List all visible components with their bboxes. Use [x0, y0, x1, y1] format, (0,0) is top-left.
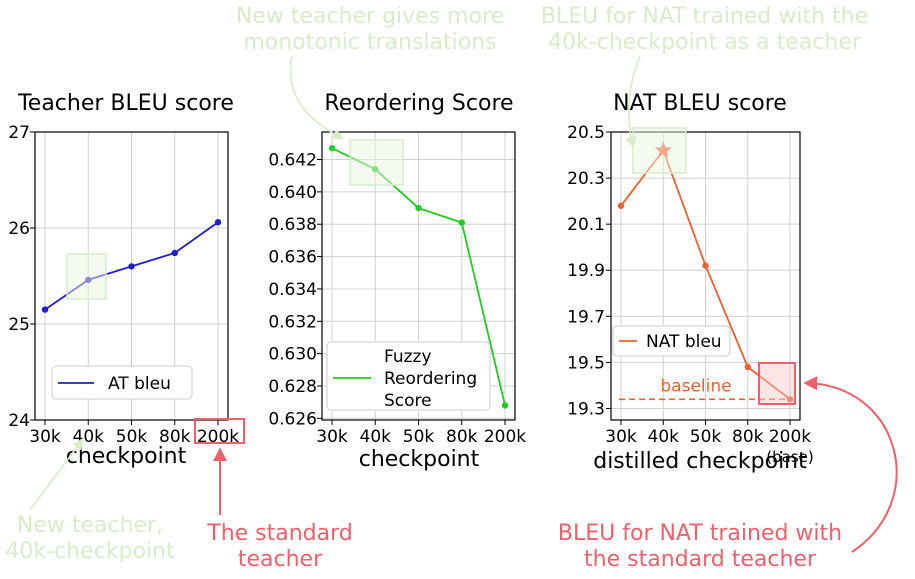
arrow-nat-standard — [803, 376, 898, 553]
highlight-40k-teacher — [66, 253, 107, 300]
x-axis-label: checkpoint — [359, 447, 480, 472]
legend-label: NAT bleu — [646, 332, 722, 352]
legend-box — [51, 365, 193, 400]
legend-box — [326, 341, 491, 411]
data-point — [458, 219, 465, 226]
x-tick-label: 40k — [648, 427, 680, 447]
y-tick-label: 19.7 — [567, 307, 605, 327]
y-tick-label: 0.638 — [268, 215, 317, 235]
x-tick-sublabel: (base) — [766, 448, 813, 466]
x-axis-label: distilled checkpoint — [593, 449, 807, 474]
x-tick-label: 30k — [316, 427, 348, 447]
y-tick-label: 19.3 — [567, 399, 605, 419]
data-point — [786, 396, 794, 403]
annotation-standard-teacher: The standard teacher — [207, 521, 353, 572]
chart-title: NAT BLEU score — [613, 91, 787, 116]
y-tick-label: 20.3 — [567, 169, 605, 189]
baseline-label: baseline — [660, 376, 731, 396]
x-tick-label: 200k — [484, 427, 526, 447]
x-tick-label: 80k — [159, 427, 191, 447]
legend-label: Fuzzy — [384, 347, 432, 367]
data-point — [744, 363, 751, 371]
chart-3: 30k 40k 50k 80k 200k(base) 19.3 19.5 19.7 19.9 20… — [567, 91, 814, 474]
data-point — [41, 306, 49, 313]
y-tick-label: 0.630 — [268, 345, 317, 365]
y-tick-label: 20.5 — [567, 123, 605, 143]
highlight-200k-teacher — [194, 418, 245, 444]
data-point — [617, 202, 625, 209]
y-tick-label: 19.5 — [567, 353, 605, 373]
data-point — [501, 402, 509, 409]
x-tick-label: 50k — [690, 427, 722, 447]
legend-label: AT bleu — [108, 374, 171, 394]
x-tick-label: 30k — [29, 427, 61, 447]
data-point — [128, 263, 135, 270]
x-tick-label: 50k — [403, 427, 435, 447]
data-point — [171, 249, 178, 257]
data-point — [328, 144, 336, 152]
y-tick-label: 0.628 — [268, 377, 317, 397]
data-point — [702, 262, 709, 269]
legend-label: Reordering — [384, 369, 477, 389]
arrow-monotonic — [289, 55, 345, 140]
highlight-40k-reordering — [349, 139, 404, 186]
x-tick-label: 50k — [116, 427, 148, 447]
y-tick-label: 0.634 — [268, 280, 317, 300]
highlight-40k-nat — [632, 127, 687, 174]
highlight-200k-nat — [758, 362, 796, 405]
data-point — [214, 219, 222, 226]
legend-label: Score — [384, 391, 432, 411]
y-tick-label: 25 — [8, 315, 30, 335]
y-tick-label: 24 — [8, 411, 30, 431]
y-tick-label: 20.1 — [567, 215, 605, 235]
chart-2: 30k 40k 50k 80k 200k 0.626 0.628 0.630 0.632 0.63… — [268, 91, 526, 472]
chart-title: Teacher BLEU score — [17, 91, 234, 116]
y-tick-label: 0.632 — [268, 312, 317, 332]
annotation-nat-standard: BLEU for NAT trained with the standard t… — [557, 521, 843, 572]
x-tick-label: 80k — [446, 427, 478, 447]
arrow-nat-40k — [625, 55, 641, 149]
data-point — [415, 204, 422, 212]
y-tick-label: 0.642 — [268, 151, 317, 171]
x-tick-label: 80k — [732, 427, 764, 447]
arrow-new-teacher — [29, 438, 84, 511]
x-tick-label: 40k — [360, 427, 392, 447]
x-tick-label: 200k — [769, 427, 811, 447]
y-tick-label: 0.636 — [268, 248, 317, 268]
annotation-monotonic: New teacher gives more monotonic transla… — [235, 4, 505, 55]
legend-box — [612, 325, 731, 357]
x-tick-label: 30k — [605, 427, 637, 447]
y-tick-label: 19.9 — [567, 261, 605, 281]
y-tick-label: 0.626 — [268, 409, 317, 429]
annotation-nat-40k: BLEU for NAT trained with the 40k-checkp… — [540, 4, 869, 55]
y-tick-label: 26 — [8, 219, 30, 239]
y-tick-label: 0.640 — [268, 183, 317, 203]
y-tick-label: 27 — [8, 123, 30, 143]
chart-title: Reordering Score — [324, 91, 513, 116]
x-axis-label: checkpoint — [66, 444, 187, 469]
annotation-new-teacher-40k: New teacher, 40k-checkpoint — [5, 513, 175, 564]
